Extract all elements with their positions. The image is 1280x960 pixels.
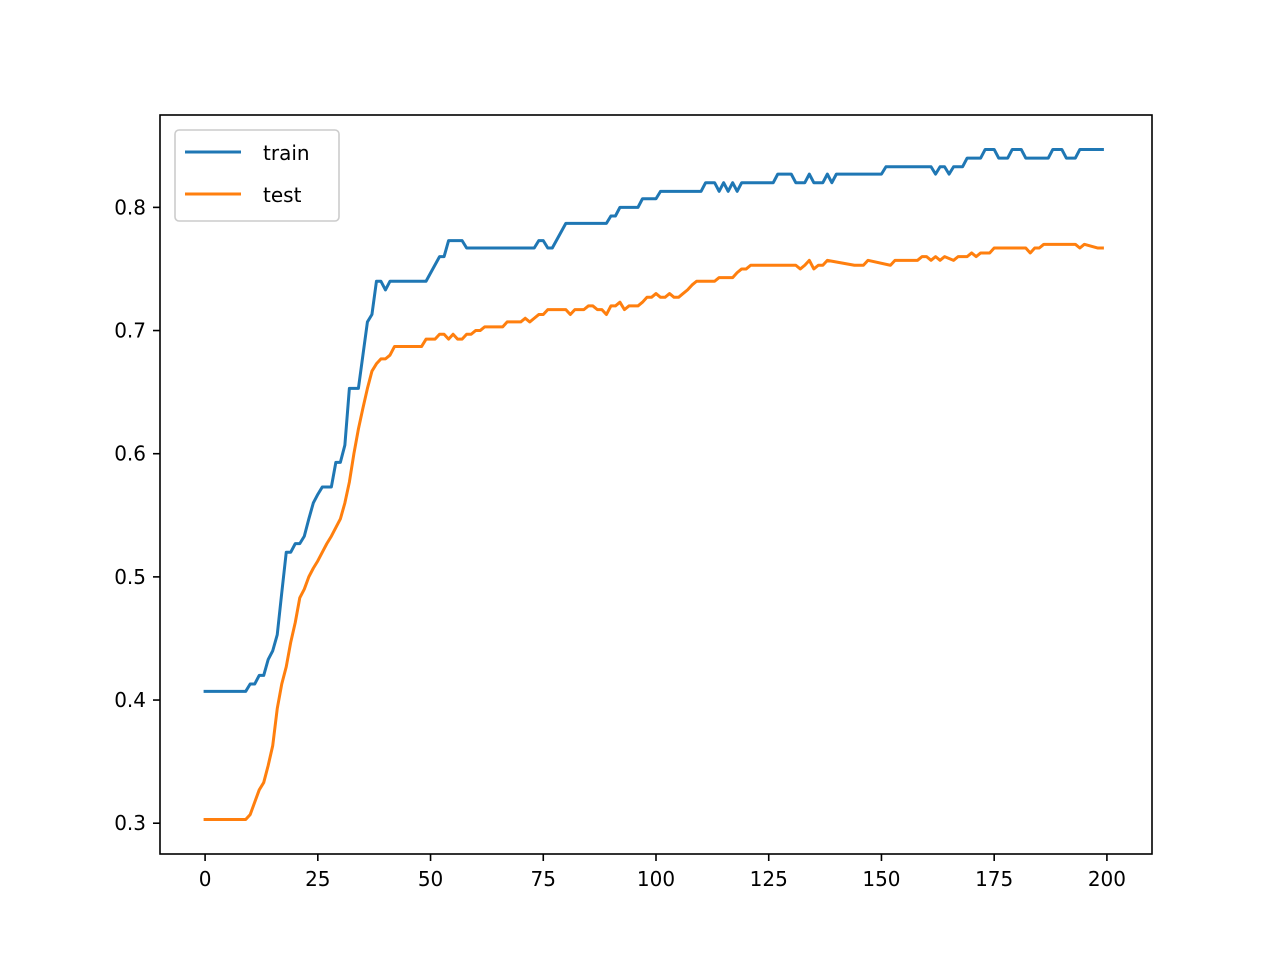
legend: train test <box>174 129 340 222</box>
legend-label-train: train <box>263 141 310 165</box>
legend-label-test: test <box>263 183 302 207</box>
y-tick-label: 0.4 <box>114 688 146 712</box>
x-tick-label: 175 <box>975 867 1013 891</box>
x-tick-label: 75 <box>531 867 556 891</box>
x-tick-label: 125 <box>750 867 788 891</box>
y-tick-label: 0.8 <box>114 195 146 219</box>
y-tick-label: 0.3 <box>114 811 146 835</box>
series-line-test <box>203 242 1104 822</box>
x-axis: 0 25 50 75 100 125 150 175 200 <box>199 854 1126 891</box>
legend-box <box>174 129 340 222</box>
series-line-train <box>203 147 1104 693</box>
x-tick-label: 25 <box>305 867 330 891</box>
y-tick-label: 0.6 <box>114 442 146 466</box>
y-tick-label: 0.7 <box>114 319 146 343</box>
y-axis: 0.3 0.4 0.5 0.6 0.7 0.8 <box>114 195 160 835</box>
x-tick-label: 0 <box>199 867 212 891</box>
x-tick-label: 50 <box>418 867 443 891</box>
x-tick-label: 100 <box>637 867 675 891</box>
x-tick-label: 200 <box>1088 867 1126 891</box>
x-tick-label: 150 <box>862 867 900 891</box>
y-tick-label: 0.5 <box>114 565 146 589</box>
series-layer <box>203 147 1104 822</box>
